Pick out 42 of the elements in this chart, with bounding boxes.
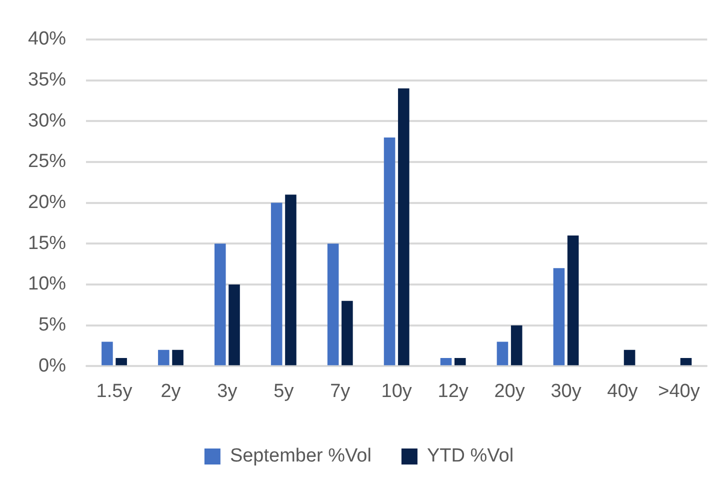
bar: [398, 88, 410, 366]
y-tick-label: 20%: [28, 192, 66, 214]
bar: [342, 300, 353, 366]
y-tick-label: 0%: [38, 355, 66, 376]
x-tick-label: 40y: [607, 380, 638, 402]
bar: [440, 358, 452, 366]
x-tick-label: 10y: [381, 380, 412, 402]
bar: [327, 244, 339, 366]
bar: [454, 358, 466, 366]
x-tick-label: 30y: [550, 380, 582, 402]
x-tick-label: 5y: [274, 380, 294, 402]
x-tick-label: 7y: [330, 380, 351, 402]
bar: [228, 284, 240, 366]
bar: [116, 358, 127, 366]
x-tick-label: 3y: [217, 380, 238, 402]
y-tick-label: 15%: [28, 232, 66, 254]
y-tick-label: 5%: [38, 314, 66, 336]
bar: [496, 342, 508, 366]
x-tick-label: 1.5y: [96, 380, 133, 402]
bar: [384, 137, 396, 366]
bar: [158, 350, 170, 366]
y-tick-label: 25%: [28, 151, 66, 172]
y-tick-label: 30%: [28, 110, 66, 132]
x-tick-label: >40y: [658, 380, 700, 402]
bar: [624, 350, 636, 366]
bar: [214, 244, 226, 366]
bar: [270, 202, 282, 366]
bar: [172, 350, 184, 366]
bar: [567, 235, 579, 366]
bar: [285, 194, 296, 366]
bar: [680, 358, 692, 366]
bar: [102, 342, 113, 366]
x-tick-label: 2y: [160, 380, 182, 402]
legend-label: September %Vol: [230, 446, 372, 467]
bar: [553, 268, 565, 366]
y-tick-label: 10%: [28, 274, 66, 295]
x-tick-label: 12y: [438, 380, 469, 402]
x-tick-label: 20y: [494, 380, 526, 402]
y-tick-label: 40%: [28, 28, 66, 50]
y-tick-label: 35%: [28, 69, 66, 90]
legend-label: YTD %Vol: [426, 446, 514, 467]
bar: [510, 325, 522, 366]
